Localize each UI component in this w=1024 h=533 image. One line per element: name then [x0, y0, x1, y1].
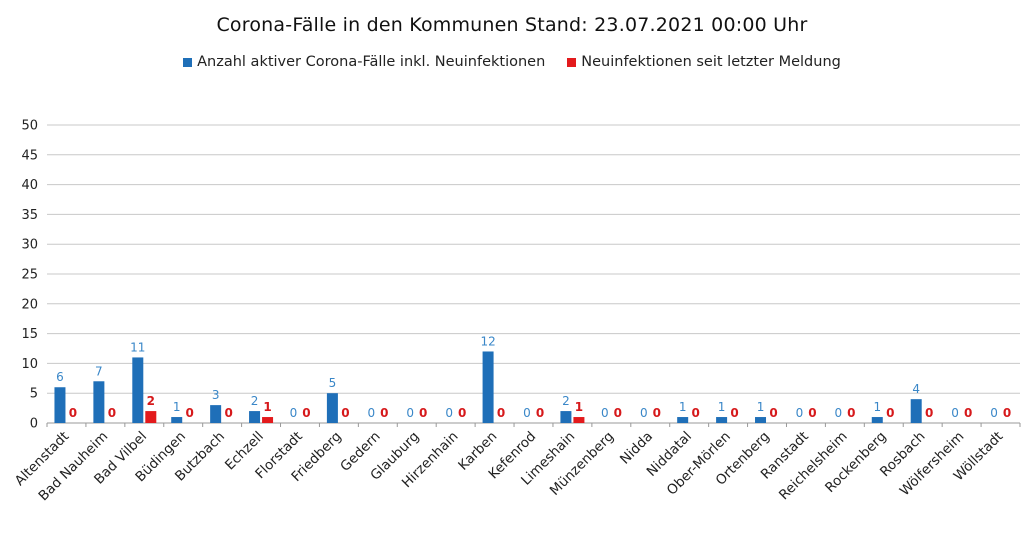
- y-tick-label: 0: [30, 417, 38, 432]
- data-label-new: 0: [730, 406, 738, 420]
- data-label-new: 0: [964, 406, 972, 420]
- data-label-new: 0: [69, 406, 77, 420]
- y-tick-label: 40: [21, 178, 38, 193]
- bar-active: [171, 417, 183, 423]
- bar-active: [755, 417, 767, 423]
- data-label-active: 0: [990, 406, 998, 420]
- data-label-active: 2: [251, 394, 259, 408]
- data-label-active: 1: [173, 400, 181, 414]
- bar-active: [716, 417, 728, 423]
- data-label-new: 0: [847, 406, 855, 420]
- x-tick-label: Reichelsheim: [776, 429, 851, 504]
- data-label-active: 3: [212, 388, 220, 402]
- data-label-new: 0: [497, 406, 505, 420]
- data-label-active: 2: [562, 394, 570, 408]
- data-label-active: 1: [873, 400, 881, 414]
- data-label-active: 0: [290, 406, 298, 420]
- data-label-active: 0: [835, 406, 843, 420]
- y-tick-label: 15: [21, 327, 38, 342]
- data-label-active: 7: [95, 364, 103, 378]
- bar-active: [249, 411, 261, 423]
- data-label-new: 1: [575, 400, 583, 414]
- data-label-new: 2: [147, 394, 155, 408]
- data-label-new: 0: [808, 406, 816, 420]
- data-label-new: 0: [224, 406, 232, 420]
- y-tick-label: 45: [21, 148, 38, 163]
- data-label-active: 5: [329, 376, 337, 390]
- legend-swatch-active: [183, 57, 193, 67]
- y-tick-label: 20: [21, 297, 38, 312]
- bar-active: [560, 411, 572, 423]
- data-label-active: 1: [679, 400, 687, 414]
- bar-active: [326, 393, 338, 423]
- bar-active: [677, 417, 689, 423]
- bar-active: [482, 351, 494, 423]
- data-label-new: 0: [653, 406, 661, 420]
- data-label-new: 0: [186, 406, 194, 420]
- bar-active: [210, 405, 222, 423]
- bar-new: [573, 417, 585, 423]
- data-label-active: 12: [480, 334, 495, 348]
- legend-label-new: Neuinfektionen seit letzter Meldung: [581, 54, 841, 70]
- data-label-new: 0: [536, 406, 544, 420]
- data-label-new: 0: [108, 406, 116, 420]
- bar-active: [54, 387, 66, 423]
- data-label-new: 0: [341, 406, 349, 420]
- data-label-new: 0: [458, 406, 466, 420]
- data-label-new: 0: [1003, 406, 1011, 420]
- data-label-active: 0: [951, 406, 959, 420]
- data-label-new: 0: [769, 406, 777, 420]
- data-label-new: 0: [925, 406, 933, 420]
- data-label-active: 4: [912, 382, 920, 396]
- bar-new: [262, 417, 274, 423]
- data-label-active: 1: [757, 400, 765, 414]
- data-label-new: 0: [614, 406, 622, 420]
- y-tick-label: 30: [21, 238, 38, 253]
- bar-new: [145, 411, 157, 423]
- legend-label-active: Anzahl aktiver Corona-Fälle inkl. Neuinf…: [197, 54, 546, 70]
- y-tick-label: 10: [21, 357, 38, 372]
- data-label-new: 0: [380, 406, 388, 420]
- data-label-active: 0: [640, 406, 648, 420]
- y-tick-label: 5: [30, 387, 38, 402]
- bar-active: [93, 381, 105, 423]
- data-label-new: 0: [419, 406, 427, 420]
- data-label-active: 0: [523, 406, 531, 420]
- legend-item-active: Anzahl aktiver Corona-Fälle inkl. Neuinf…: [183, 54, 545, 70]
- data-label-active: 6: [56, 370, 64, 384]
- data-label-active: 0: [445, 406, 453, 420]
- legend: Anzahl aktiver Corona-Fälle inkl. Neuinf…: [0, 54, 1024, 70]
- data-label-new: 1: [263, 400, 271, 414]
- y-tick-label: 50: [21, 119, 38, 134]
- bar-active: [910, 399, 922, 423]
- data-label-active: 0: [601, 406, 609, 420]
- chart-title: Corona-Fälle in den Kommunen Stand: 23.0…: [216, 14, 808, 36]
- data-label-new: 0: [302, 406, 310, 420]
- y-tick-label: 35: [21, 208, 38, 223]
- data-label-active: 1: [718, 400, 726, 414]
- data-label-active: 0: [367, 406, 375, 420]
- legend-item-new: Neuinfektionen seit letzter Meldung: [567, 54, 841, 70]
- data-label-active: 0: [796, 406, 804, 420]
- data-label-new: 0: [886, 406, 894, 420]
- y-tick-label: 25: [21, 268, 38, 283]
- data-label-new: 0: [692, 406, 700, 420]
- data-label-active: 11: [130, 340, 145, 354]
- legend-swatch-new: [567, 57, 577, 67]
- data-label-active: 0: [406, 406, 414, 420]
- bar-active: [871, 417, 883, 423]
- bar-active: [132, 357, 144, 423]
